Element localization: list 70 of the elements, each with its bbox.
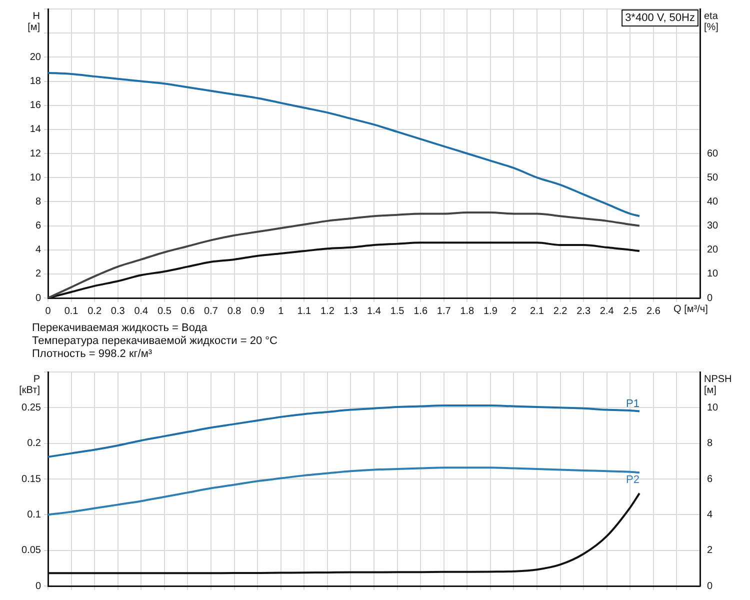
y2-tick-label: 8 bbox=[707, 438, 713, 450]
y-tick-label: 0.15 bbox=[22, 474, 42, 485]
y-tick-label: 6 bbox=[35, 220, 42, 232]
y2-tick-label: 6 bbox=[707, 474, 713, 485]
x-tick-label: 0.6 bbox=[180, 306, 196, 317]
y2-tick-label: 30 bbox=[707, 220, 719, 232]
x-tick-label: 1.3 bbox=[344, 306, 358, 317]
y2-tick-label: 4 bbox=[707, 509, 713, 520]
x-tick-label: 0.7 bbox=[204, 306, 218, 317]
x-tick-label: 1.2 bbox=[320, 306, 335, 317]
x-tick-label: 1.8 bbox=[460, 306, 475, 317]
series-label: P1 bbox=[626, 398, 640, 410]
y-tick-label: 18 bbox=[30, 76, 42, 87]
x-tick-label: 0.5 bbox=[157, 306, 172, 317]
x-tick-label: 2.4 bbox=[600, 306, 614, 317]
x-axis-title: Q [м³/ч] bbox=[674, 304, 708, 315]
x-tick-label: 2.5 bbox=[623, 306, 638, 317]
y-axis-title: H [м] bbox=[28, 10, 40, 33]
y-tick-label: 14 bbox=[30, 124, 42, 136]
text: Температура перекачиваемой жидкости = 20 °C bbox=[32, 335, 278, 348]
y-tick-label: 20 bbox=[30, 52, 42, 63]
line-series bbox=[48, 72, 640, 218]
y2-axis-title: NPSH [м] bbox=[704, 374, 732, 396]
x-tick-label: 2.2 bbox=[553, 306, 568, 317]
y2-tick-label: 10 bbox=[707, 402, 719, 414]
y-tick-label: 10 bbox=[30, 172, 42, 184]
x-tick-label: 0.1 bbox=[64, 306, 79, 317]
line-series bbox=[48, 466, 640, 516]
y2-tick-label: 0 bbox=[707, 580, 713, 592]
y-tick-label: 0.2 bbox=[27, 438, 42, 450]
x-tick-label: 0.9 bbox=[250, 306, 265, 317]
y-tick-label: 4 bbox=[35, 244, 42, 256]
y-tick-label: 0.1 bbox=[27, 509, 42, 520]
y2-tick-label: 20 bbox=[707, 244, 719, 256]
y-tick-label: 0.05 bbox=[22, 545, 42, 556]
x-tick-label: 1.1 bbox=[297, 306, 312, 317]
y2-axis-title: eta [%] bbox=[704, 10, 719, 33]
x-tick-label: 1.5 bbox=[390, 306, 405, 317]
y-tick-label: 12 bbox=[30, 148, 42, 160]
x-tick-label: 1.7 bbox=[436, 306, 452, 317]
x-tick-label: 2.3 bbox=[576, 306, 591, 317]
x-tick-label: 0.3 bbox=[110, 306, 126, 317]
x-tick-label: 1.6 bbox=[414, 306, 428, 317]
y-axis-title: P [кВт] bbox=[19, 374, 40, 396]
x-tick-label: 2.6 bbox=[646, 306, 661, 317]
y2-tick-label: 10 bbox=[707, 268, 719, 280]
y2-tick-label: 60 bbox=[707, 148, 719, 160]
y2-tick-label: 2 bbox=[707, 545, 713, 556]
y-tick-label: 2 bbox=[35, 268, 42, 280]
y2-tick-label: 0 bbox=[707, 292, 713, 304]
y2-tick-label: 40 bbox=[707, 196, 719, 208]
y-tick-label: 16 bbox=[30, 100, 42, 112]
x-tick-label: 0.2 bbox=[88, 306, 102, 317]
x-tick-label: 2 bbox=[510, 306, 517, 317]
text: Плотность = 998.2 кг/м³ bbox=[32, 348, 154, 361]
y2-tick-label: 50 bbox=[707, 172, 719, 184]
series-label: P2 bbox=[626, 474, 640, 486]
x-tick-label: 0.8 bbox=[227, 306, 242, 317]
x-tick-label: 2.1 bbox=[530, 306, 544, 317]
chart-title: 3*400 V, 50Hz bbox=[625, 12, 695, 24]
y-tick-label: 8 bbox=[35, 196, 42, 208]
x-tick-label: 1.4 bbox=[367, 306, 382, 317]
text: Перекачиваемая жидкость = Вода bbox=[32, 322, 208, 335]
y-tick-label: 0.25 bbox=[22, 402, 42, 414]
y-tick-label: 0 bbox=[35, 580, 42, 592]
x-tick-label: 0 bbox=[45, 306, 52, 317]
y-tick-label: 0 bbox=[35, 292, 42, 304]
x-tick-label: 1 bbox=[278, 306, 284, 317]
x-tick-label: 0.4 bbox=[134, 306, 149, 317]
x-tick-label: 1.9 bbox=[483, 306, 498, 317]
